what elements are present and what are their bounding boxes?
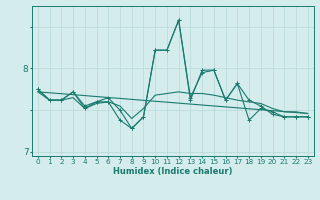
X-axis label: Humidex (Indice chaleur): Humidex (Indice chaleur): [113, 167, 233, 176]
